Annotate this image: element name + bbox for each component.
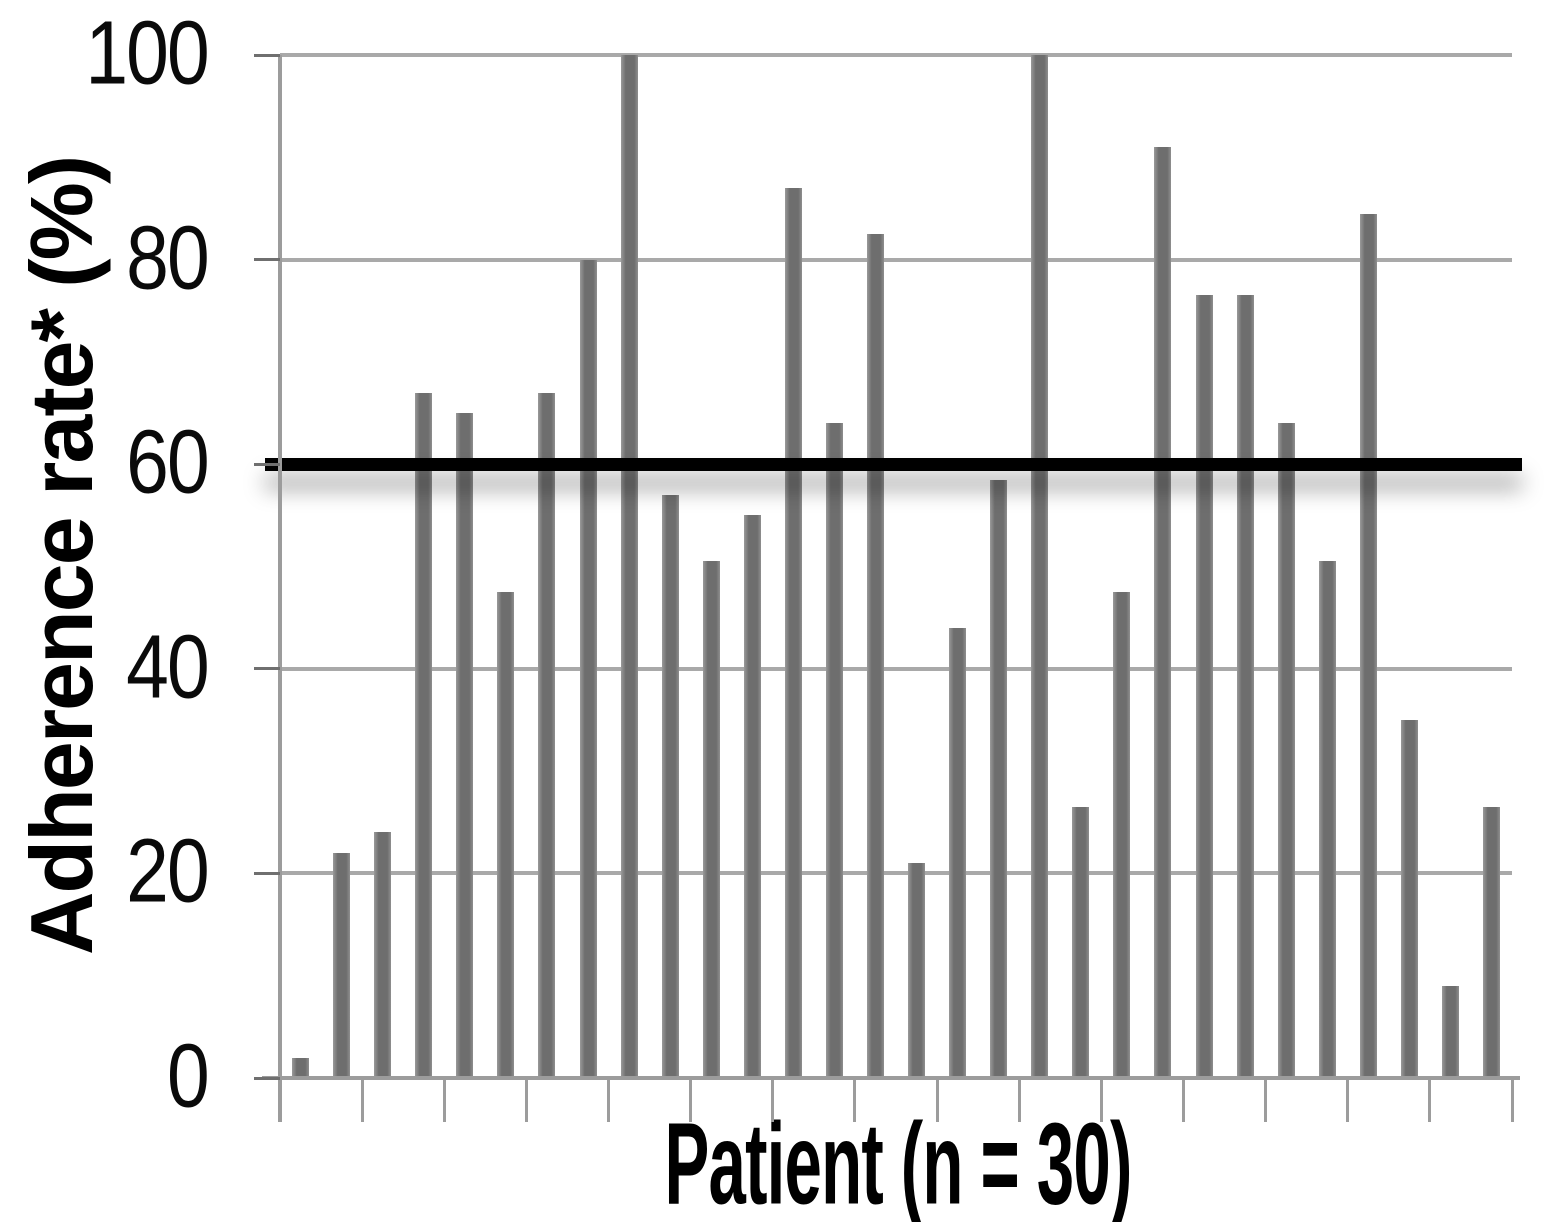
bar-patient-28 [1400, 719, 1418, 1078]
x-tick-mark-10 [1017, 1078, 1021, 1122]
bar-patient-6 [497, 592, 515, 1078]
x-tick-mark-13 [1264, 1078, 1268, 1122]
gridline-80 [280, 257, 1512, 262]
y-tick-label-60: 60 [126, 411, 210, 512]
bar-patient-5 [456, 413, 474, 1078]
y-tick-label-100: 100 [85, 2, 209, 103]
y-tick-mark-20 [254, 871, 280, 875]
bar-patient-23 [1195, 295, 1213, 1078]
bar-patient-21 [1113, 592, 1131, 1078]
y-tick-mark-100 [254, 53, 280, 57]
x-tick-mark-7 [771, 1078, 775, 1122]
bar-patient-16 [908, 863, 926, 1078]
x-axis-title: Patient (n = 30) [664, 1098, 1132, 1222]
bar-patient-12 [743, 515, 761, 1078]
y-tick-mark-60 [254, 462, 280, 466]
bar-patient-20 [1072, 806, 1090, 1078]
bar-patient-18 [990, 479, 1008, 1078]
bar-patient-29 [1441, 985, 1459, 1078]
bar-patient-22 [1154, 147, 1172, 1078]
bar-patient-19 [1031, 55, 1049, 1078]
bar-patient-30 [1482, 806, 1500, 1078]
bar-patient-10 [661, 494, 679, 1078]
y-tick-label-80: 80 [126, 207, 210, 308]
bar-patient-9 [620, 55, 638, 1078]
x-tick-mark-15 [1428, 1078, 1432, 1122]
y-tick-mark-0 [254, 1076, 280, 1080]
gridline-20 [280, 871, 1512, 876]
gridline-100 [280, 53, 1512, 57]
bar-patient-24 [1236, 295, 1254, 1078]
y-tick-label-0: 0 [166, 1025, 210, 1126]
y-tick-label-20: 20 [126, 821, 210, 921]
bar-patient-17 [949, 627, 967, 1078]
gridline-40 [280, 666, 1512, 671]
bar-patient-25 [1277, 423, 1295, 1078]
bar-patient-15 [866, 234, 884, 1078]
x-tick-mark-4 [524, 1078, 528, 1122]
x-tick-mark-9 [935, 1078, 939, 1122]
bar-patient-14 [825, 423, 843, 1078]
x-tick-mark-1 [278, 1078, 282, 1122]
reference-line-60 [265, 457, 1522, 471]
x-tick-mark-3 [442, 1078, 446, 1122]
x-tick-mark-2 [360, 1078, 364, 1122]
bar-patient-1 [292, 1057, 310, 1078]
y-tick-label-40: 40 [126, 616, 210, 717]
x-tick-mark-6 [689, 1078, 693, 1122]
x-tick-mark-5 [607, 1078, 611, 1122]
y-axis-line [278, 55, 282, 1122]
bar-patient-4 [415, 392, 433, 1078]
x-axis-line [262, 1076, 1520, 1080]
y-tick-mark-40 [254, 667, 280, 671]
bar-patient-27 [1359, 213, 1377, 1078]
x-tick-mark-16 [1510, 1078, 1514, 1122]
bar-patient-2 [333, 852, 351, 1078]
x-tick-mark-8 [853, 1078, 857, 1122]
x-tick-mark-11 [1099, 1078, 1103, 1122]
x-tick-mark-14 [1346, 1078, 1350, 1122]
bar-patient-11 [702, 561, 720, 1078]
bar-patient-7 [538, 392, 556, 1078]
bar-patient-3 [374, 832, 392, 1078]
x-tick-mark-12 [1181, 1078, 1185, 1122]
bar-patient-13 [784, 187, 802, 1078]
bar-patient-8 [579, 259, 597, 1078]
y-tick-mark-80 [254, 258, 280, 262]
bar-patient-26 [1318, 561, 1336, 1078]
